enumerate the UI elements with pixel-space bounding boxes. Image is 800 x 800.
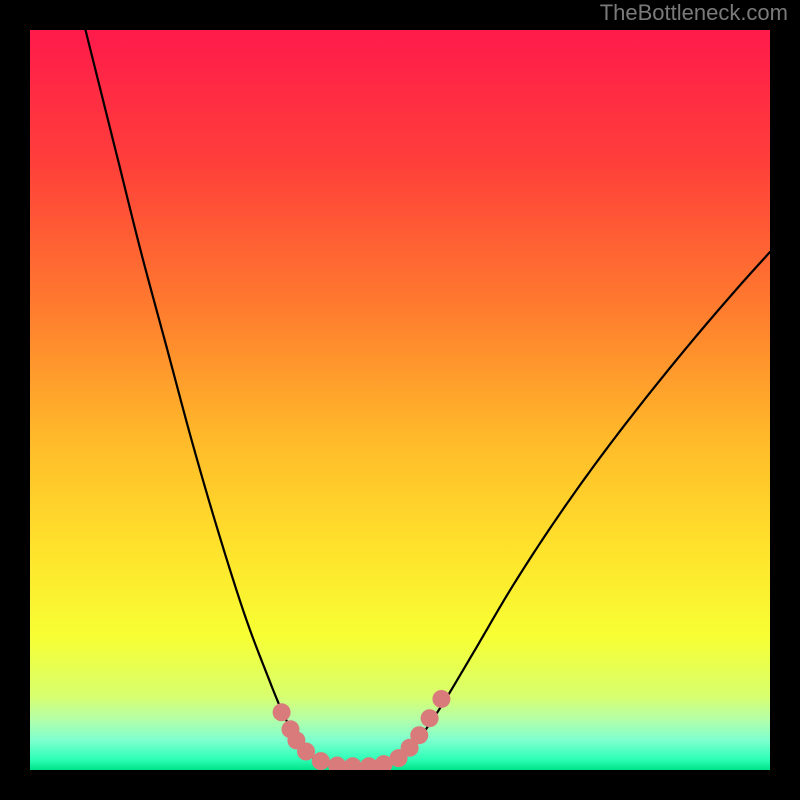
plot-background [0,0,800,800]
chart-stage: TheBottleneck.com [0,0,800,800]
watermark-text: TheBottleneck.com [600,0,788,26]
